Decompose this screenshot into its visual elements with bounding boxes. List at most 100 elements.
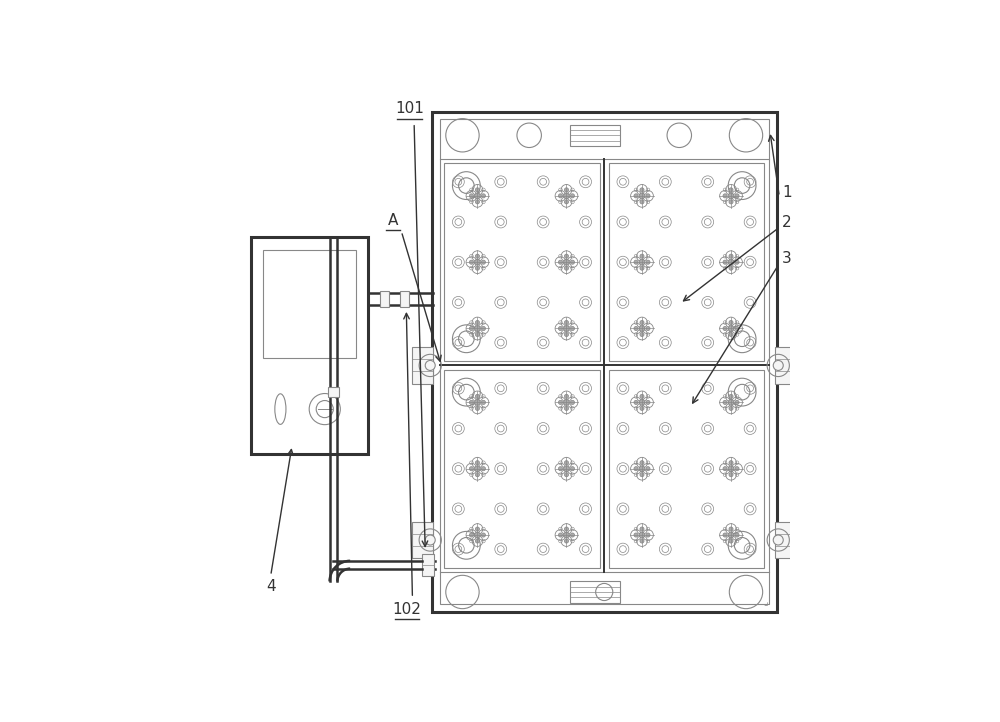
Circle shape: [558, 400, 563, 404]
Bar: [328, 388, 339, 397]
Circle shape: [564, 473, 569, 477]
Circle shape: [475, 394, 479, 399]
Circle shape: [729, 473, 733, 477]
Circle shape: [425, 360, 435, 370]
Circle shape: [475, 527, 479, 531]
Bar: [444, 370, 600, 567]
Circle shape: [735, 260, 739, 264]
Circle shape: [773, 360, 783, 370]
Circle shape: [640, 406, 644, 410]
Circle shape: [735, 533, 739, 537]
Circle shape: [639, 466, 645, 471]
Circle shape: [475, 200, 479, 204]
Circle shape: [475, 406, 479, 410]
Circle shape: [640, 332, 644, 336]
Text: 1: 1: [782, 185, 792, 200]
Circle shape: [729, 461, 733, 465]
Circle shape: [735, 326, 739, 331]
Circle shape: [475, 332, 479, 336]
Text: A: A: [388, 212, 398, 227]
Circle shape: [728, 466, 734, 471]
Circle shape: [475, 321, 479, 325]
Circle shape: [475, 266, 479, 270]
Bar: [570, 581, 620, 603]
Circle shape: [475, 466, 480, 471]
Circle shape: [469, 466, 474, 471]
Circle shape: [558, 193, 563, 198]
Circle shape: [564, 193, 569, 199]
Circle shape: [729, 332, 733, 336]
Circle shape: [475, 532, 480, 538]
Circle shape: [469, 400, 474, 404]
Circle shape: [570, 533, 575, 537]
Circle shape: [640, 321, 644, 325]
Bar: [775, 522, 797, 558]
Text: 101: 101: [395, 101, 424, 116]
Circle shape: [564, 406, 569, 410]
Circle shape: [570, 193, 575, 198]
Circle shape: [640, 473, 644, 477]
Circle shape: [564, 188, 569, 192]
Text: 102: 102: [392, 601, 421, 617]
Circle shape: [564, 259, 569, 265]
Circle shape: [469, 193, 474, 198]
Circle shape: [558, 260, 563, 264]
Bar: [440, 119, 769, 604]
Circle shape: [634, 193, 638, 198]
Circle shape: [723, 400, 727, 404]
Circle shape: [469, 533, 474, 537]
Bar: [609, 370, 764, 567]
Circle shape: [723, 326, 727, 331]
Bar: [412, 522, 433, 558]
Circle shape: [475, 193, 480, 199]
Circle shape: [469, 260, 474, 264]
Circle shape: [773, 535, 783, 545]
Circle shape: [646, 533, 650, 537]
Circle shape: [475, 326, 480, 331]
Circle shape: [640, 266, 644, 270]
Circle shape: [729, 254, 733, 258]
Circle shape: [639, 259, 645, 265]
Circle shape: [728, 399, 734, 405]
Circle shape: [728, 326, 734, 331]
Circle shape: [634, 533, 638, 537]
Circle shape: [723, 260, 727, 264]
Circle shape: [640, 188, 644, 192]
Circle shape: [425, 535, 435, 545]
Circle shape: [570, 326, 575, 331]
Circle shape: [729, 406, 733, 410]
Circle shape: [640, 539, 644, 543]
Circle shape: [481, 400, 485, 404]
Circle shape: [729, 200, 733, 204]
Circle shape: [735, 193, 739, 198]
Circle shape: [475, 188, 479, 192]
Circle shape: [639, 193, 645, 199]
Circle shape: [735, 466, 739, 471]
Circle shape: [564, 321, 569, 325]
Circle shape: [639, 326, 645, 331]
Circle shape: [723, 533, 727, 537]
Bar: [400, 291, 409, 308]
Bar: [775, 347, 797, 383]
Circle shape: [481, 533, 485, 537]
Text: 2: 2: [782, 215, 792, 230]
Circle shape: [646, 466, 650, 471]
Circle shape: [640, 461, 644, 465]
Circle shape: [558, 466, 563, 471]
Circle shape: [640, 394, 644, 399]
Circle shape: [728, 259, 734, 265]
Circle shape: [634, 466, 638, 471]
Bar: [412, 347, 433, 383]
Circle shape: [639, 532, 645, 538]
Circle shape: [564, 527, 569, 531]
Circle shape: [570, 400, 575, 404]
Circle shape: [570, 260, 575, 264]
Circle shape: [729, 539, 733, 543]
Circle shape: [729, 188, 733, 192]
Circle shape: [640, 527, 644, 531]
Bar: [432, 112, 777, 612]
Circle shape: [475, 399, 480, 405]
Text: 3: 3: [782, 251, 792, 266]
Circle shape: [481, 260, 485, 264]
Circle shape: [564, 332, 569, 336]
